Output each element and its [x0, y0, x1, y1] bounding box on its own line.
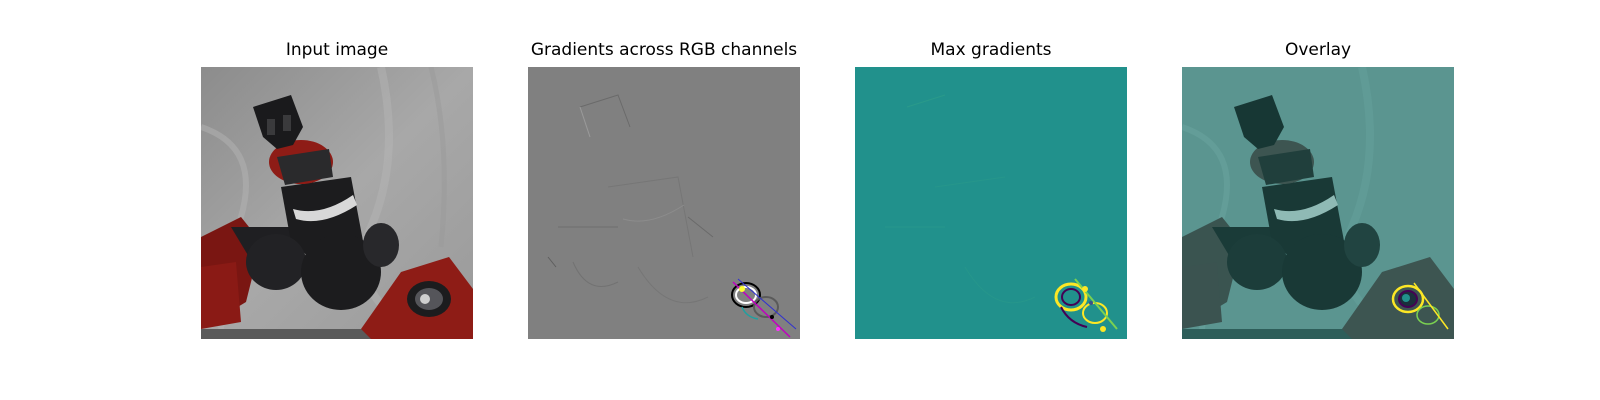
- overlay-panel: [1182, 67, 1454, 339]
- photo-icon: [201, 67, 473, 339]
- rgb-gradients-panel: [528, 67, 800, 339]
- panel-title-max-gradients: Max gradients: [930, 40, 1052, 60]
- panel-title-input-image: Input image: [285, 40, 389, 60]
- max-gradients-panel: [855, 67, 1127, 339]
- panel-title-overlay: Overlay: [1284, 40, 1352, 60]
- heatmap-icon: [855, 67, 1127, 339]
- overlay-icon: [1182, 67, 1454, 339]
- input-image-panel: [201, 67, 473, 339]
- gradient-map-icon: [528, 67, 800, 339]
- panel-title-rgb-gradients: Gradients across RGB channels: [530, 40, 798, 60]
